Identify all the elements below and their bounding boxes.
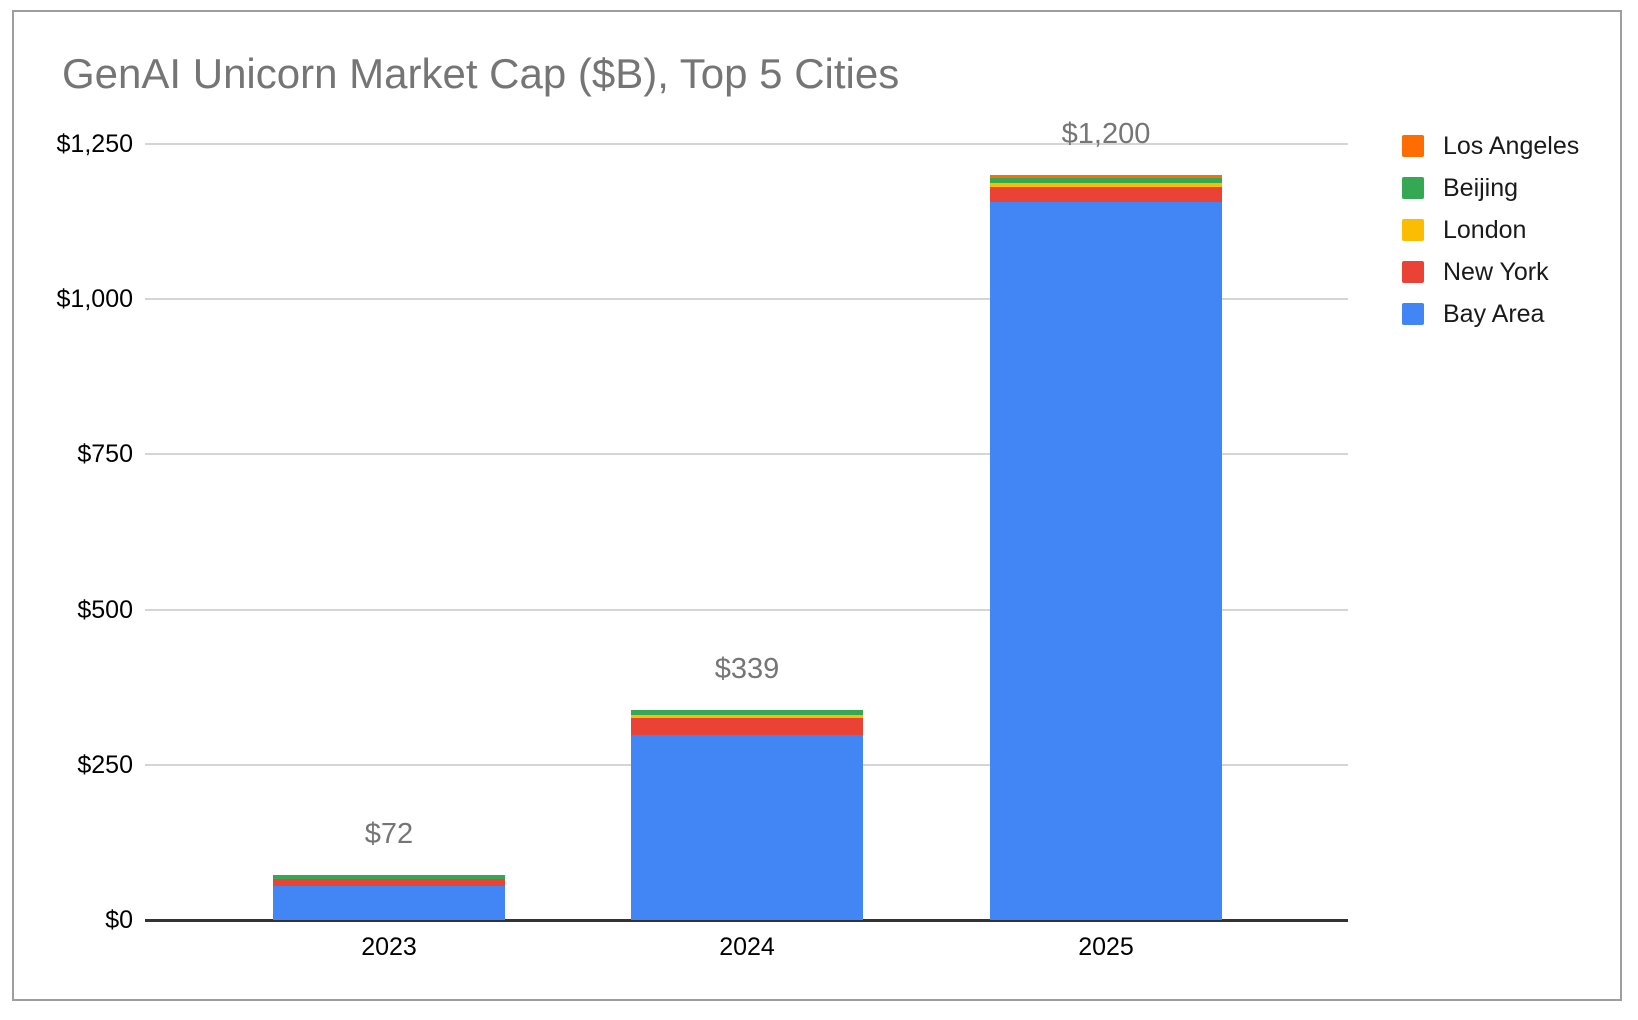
x-axis-label-2023: 2023: [361, 933, 417, 961]
legend-item-new-york[interactable]: New York: [1402, 257, 1579, 286]
gridline-1000: [145, 298, 1348, 300]
bar-segment-new-york-2023[interactable]: [273, 879, 505, 886]
legend-swatch-beijing: [1402, 177, 1424, 199]
legend-item-beijing[interactable]: Beijing: [1402, 173, 1579, 202]
y-axis-tick-label: $0: [105, 906, 133, 934]
total-label-2024: $339: [714, 653, 780, 685]
y-axis-tick-label: $1,000: [56, 285, 133, 313]
y-axis-tick-label: $1,250: [56, 130, 133, 158]
gridline-1250: [145, 143, 1348, 145]
total-label-2023: $72: [364, 818, 414, 850]
legend-swatch-los-angeles: [1402, 135, 1424, 157]
y-axis-tick-label: $750: [77, 440, 133, 468]
bar-segment-beijing-2024[interactable]: [631, 710, 863, 715]
legend-swatch-new-york: [1402, 261, 1424, 283]
bar-segment-london-2025[interactable]: [990, 183, 1222, 187]
bar-segment-bay-area-2023[interactable]: [273, 886, 505, 920]
bar-segment-beijing-2025[interactable]: [990, 178, 1222, 183]
bar-segment-new-york-2025[interactable]: [990, 187, 1222, 202]
legend-label-los-angeles: Los Angeles: [1443, 131, 1580, 160]
legend-label-new-york: New York: [1443, 257, 1549, 286]
chart-title: GenAI Unicorn Market Cap ($B), Top 5 Cit…: [62, 50, 900, 97]
y-axis-tick-label: $250: [77, 751, 133, 779]
bar-segment-bay-area-2024[interactable]: [631, 735, 863, 920]
legend-item-london[interactable]: London: [1402, 215, 1579, 244]
bar-segment-beijing-2023[interactable]: [273, 875, 505, 879]
legend: Los Angeles Beijing London New York Bay Area: [1402, 131, 1580, 345]
gridline-750: [145, 453, 1348, 455]
legend-label-bay-area: Bay Area: [1443, 299, 1545, 328]
bar-segment-bay-area-2025[interactable]: [990, 202, 1222, 920]
legend-swatch-london: [1402, 219, 1424, 241]
bar-segment-los-angeles-2025[interactable]: [990, 175, 1222, 178]
bar-segment-new-york-2024[interactable]: [631, 718, 863, 735]
x-axis-line: [145, 919, 1348, 922]
x-axis-label-2024: 2024: [719, 933, 775, 961]
gridline-500: [145, 609, 1348, 611]
legend-swatch-bay-area: [1402, 303, 1424, 325]
y-axis-tick-label: $500: [77, 596, 133, 624]
legend-item-bay-area[interactable]: Bay Area: [1402, 299, 1579, 328]
legend-label-london: London: [1443, 215, 1527, 244]
legend-label-beijing: Beijing: [1443, 173, 1519, 202]
legend-item-los-angeles[interactable]: Los Angeles: [1402, 131, 1580, 160]
x-axis-label-2025: 2025: [1078, 933, 1134, 961]
bar-segment-london-2024[interactable]: [631, 715, 863, 718]
total-label-2025: $1,200: [1061, 118, 1151, 150]
